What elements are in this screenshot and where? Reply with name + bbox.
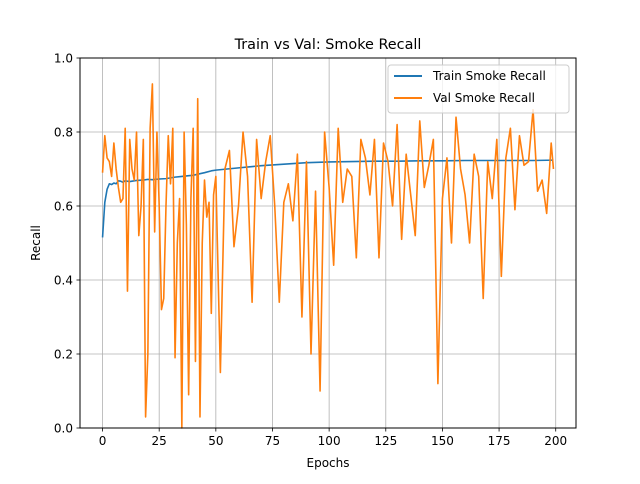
x-axis-label: Epochs bbox=[307, 456, 350, 470]
legend-label-train: Train Smoke Recall bbox=[432, 69, 546, 83]
ticks: 0 25 50 75 100 125 150 175 200 0.0 0.2 0.4 0.6 0.8 1.0 bbox=[54, 52, 567, 449]
y-axis-label: Recall bbox=[29, 225, 43, 261]
y-tick-label: 0.2 bbox=[54, 348, 73, 362]
x-tick-label: 75 bbox=[265, 434, 280, 448]
legend-label-val: Val Smoke Recall bbox=[433, 91, 535, 105]
x-tick-label: 100 bbox=[318, 434, 341, 448]
x-tick-label: 150 bbox=[431, 434, 454, 448]
legend-box bbox=[387, 64, 570, 114]
x-tick-label: 0 bbox=[99, 434, 107, 448]
y-tick-label: 0.0 bbox=[54, 422, 73, 436]
axes-frame bbox=[79, 57, 577, 429]
x-tick-label: 175 bbox=[488, 434, 511, 448]
legend: Train Smoke Recall Val Smoke Recall bbox=[387, 64, 570, 114]
x-tick-label: 125 bbox=[374, 434, 397, 448]
x-tick-label: 50 bbox=[208, 434, 223, 448]
x-tick-label: 25 bbox=[152, 434, 167, 448]
y-tick-label: 1.0 bbox=[54, 52, 73, 66]
chart-title: Train vs Val: Smoke Recall bbox=[234, 37, 422, 53]
val-recall-line bbox=[101, 83, 555, 429]
y-tick-label: 0.6 bbox=[54, 200, 73, 214]
x-tick-label: 200 bbox=[544, 434, 567, 448]
y-tick-label: 0.4 bbox=[54, 274, 73, 288]
y-tick-label: 0.8 bbox=[54, 126, 73, 140]
series-layer bbox=[101, 83, 555, 429]
